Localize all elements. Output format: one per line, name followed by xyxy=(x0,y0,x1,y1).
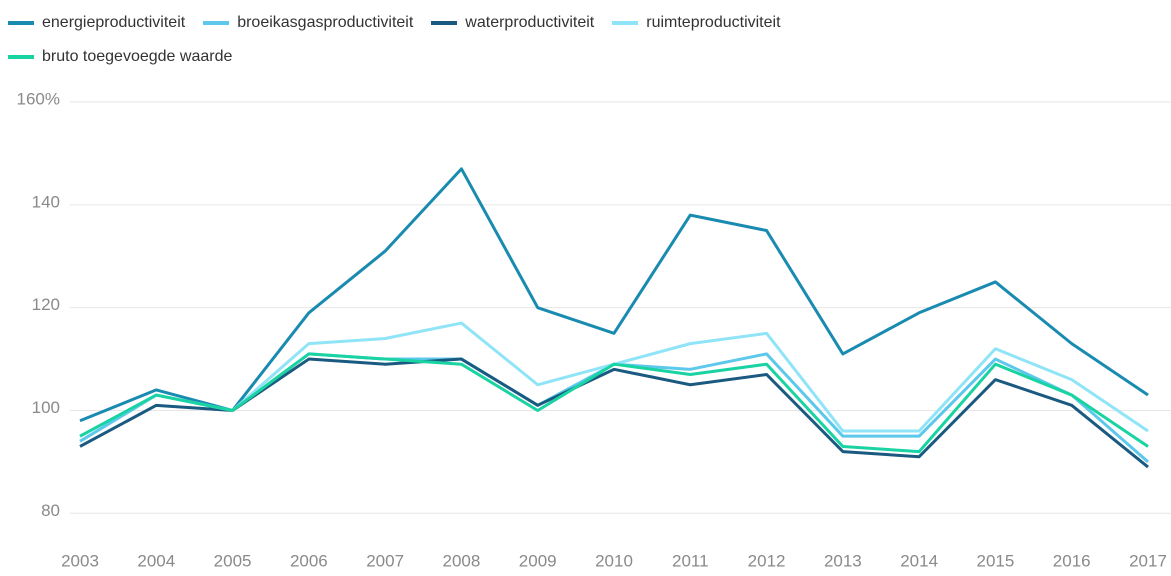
series-line xyxy=(79,321,1149,438)
legend-swatch xyxy=(203,21,230,25)
x-tick-label: 2016 xyxy=(1053,551,1091,570)
series-line xyxy=(79,167,1149,423)
legend-swatch xyxy=(431,21,458,25)
y-tick-label: 160% xyxy=(17,89,60,108)
x-tick-label: 2003 xyxy=(61,551,99,570)
x-tick-label: 2009 xyxy=(519,551,557,570)
x-tick-label: 2008 xyxy=(443,551,481,570)
x-tick-label: 2015 xyxy=(977,551,1015,570)
x-tick-label: 2005 xyxy=(214,551,252,570)
legend-item[interactable]: ruimteproductiviteit xyxy=(612,6,781,40)
y-tick-label: 120 xyxy=(32,295,60,314)
x-tick-label: 2010 xyxy=(595,551,633,570)
legend: energieproductiviteit broeikasgasproducti… xyxy=(8,6,968,74)
x-tick-label: 2006 xyxy=(290,551,328,570)
legend-label: ruimteproductiviteit xyxy=(646,14,781,31)
legend-item[interactable]: bruto toegevoegde waarde xyxy=(8,40,232,74)
x-tick-label: 2012 xyxy=(748,551,786,570)
y-tick-label: 100 xyxy=(32,398,60,417)
x-tick-label: 2014 xyxy=(900,551,938,570)
legend-label: bruto toegevoegde waarde xyxy=(42,48,233,65)
legend-swatch xyxy=(8,21,34,25)
legend-label: waterproductiviteit xyxy=(465,14,595,31)
legend-item[interactable]: energieproductiviteit xyxy=(8,6,185,40)
x-tick-label: 2013 xyxy=(824,551,862,570)
series-line xyxy=(79,352,1149,454)
legend-label: broeikasgasproductiviteit xyxy=(237,14,414,31)
legend-label: energieproductiviteit xyxy=(42,14,186,31)
series-line xyxy=(79,357,1149,469)
legend-item[interactable]: waterproductiviteit xyxy=(431,6,594,40)
x-tick-label: 2011 xyxy=(672,551,709,570)
y-tick-label: 80 xyxy=(41,501,60,520)
legend-item[interactable]: broeikasgasproductiviteit xyxy=(203,6,413,40)
x-tick-label: 2017 xyxy=(1129,551,1167,570)
legend-swatch xyxy=(8,55,34,59)
x-tick-label: 2004 xyxy=(137,551,175,570)
x-tick-label: 2007 xyxy=(366,551,404,570)
y-tick-label: 140 xyxy=(32,192,60,211)
legend-swatch xyxy=(612,21,639,25)
